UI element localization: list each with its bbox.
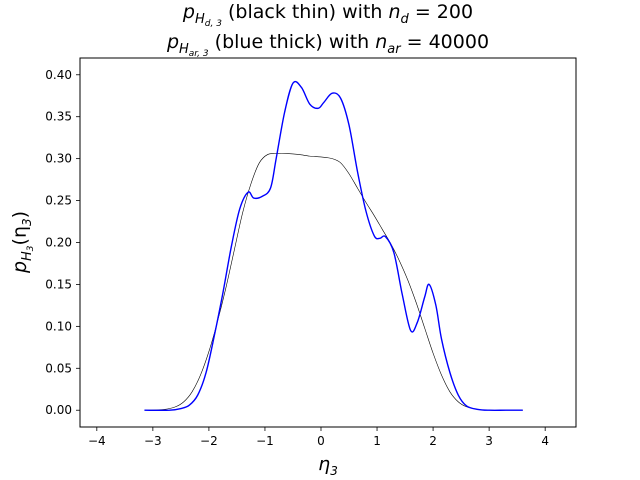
x-tick-label: 4: [541, 434, 549, 448]
x-axis-label: η3: [318, 453, 338, 478]
y-tick-label: 0.25: [45, 194, 72, 208]
x-tick-label: −3: [144, 434, 162, 448]
y-tick-label: 0.15: [45, 277, 72, 291]
y-tick-label: 0.05: [45, 361, 72, 375]
y-tick-label: 0.40: [45, 68, 72, 82]
plot-area-frame: [79, 57, 577, 428]
x-tick-label: 3: [485, 434, 493, 448]
x-tick-label: −2: [200, 434, 218, 448]
series-line-1: [144, 153, 523, 411]
x-tick-label: −1: [256, 434, 274, 448]
y-tick-label: 0.20: [45, 236, 72, 250]
x-tick-label: 1: [373, 434, 381, 448]
y-tick-label: 0.00: [45, 403, 72, 417]
series-group: [144, 80, 523, 412]
chart-title-line2: pHar, 3 (blue thick) with nar = 40000: [166, 31, 489, 59]
y-tick-label: 0.35: [45, 110, 72, 124]
series-line-2: [144, 80, 523, 412]
x-tick-label: −4: [88, 434, 106, 448]
y-tick-label: 0.10: [45, 319, 72, 333]
x-tick-label: 0: [317, 434, 325, 448]
y-tick-label: 0.30: [45, 152, 72, 166]
chart-title-line1: pHd, 3 (black thin) with nd = 200: [182, 1, 473, 29]
x-tick-label: 2: [429, 434, 437, 448]
y-axis-label: pH3(η3): [9, 211, 36, 274]
y-axis-ticks: 0.00 0.05 0.10 0.15 0.20 0.25 0.30 0.35 0.40: [45, 68, 80, 417]
x-axis-ticks: −4 −3 −2 −1 0 1 2 3 4: [88, 427, 549, 448]
